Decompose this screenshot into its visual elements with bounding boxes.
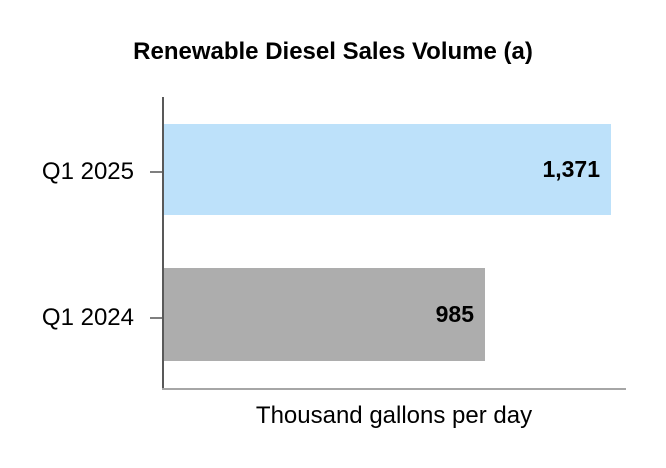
category-label-q1-2024: Q1 2024 xyxy=(41,304,134,331)
chart-title: Renewable Diesel Sales Volume (a) xyxy=(133,38,533,65)
axis-tick-q1-2025 xyxy=(150,171,162,173)
category-axis-line xyxy=(162,97,164,389)
value-axis-title: Thousand gallons per day xyxy=(255,402,533,429)
category-label-q1-2025: Q1 2025 xyxy=(41,158,134,185)
value-axis-baseline xyxy=(162,388,626,390)
value-label-q1-2025: 1,371 xyxy=(542,156,600,182)
value-label-q1-2024: 985 xyxy=(435,301,474,327)
axis-tick-q1-2024 xyxy=(150,317,162,319)
bar-q1-2025: 1,371 xyxy=(164,124,611,215)
bar-q1-2024: 985 xyxy=(164,268,485,361)
